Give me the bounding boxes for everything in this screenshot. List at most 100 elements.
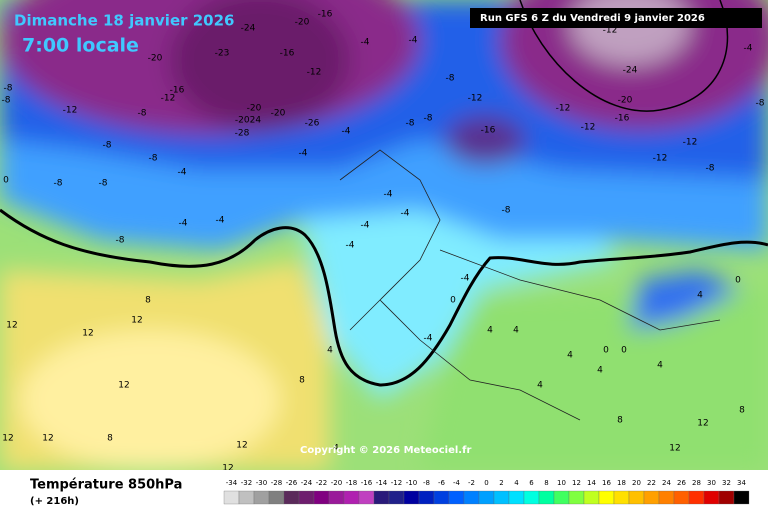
legend-label: -20	[331, 479, 342, 487]
isotherm-label: -8	[424, 114, 433, 124]
legend-swatch	[328, 490, 345, 505]
legend-swatch	[358, 490, 375, 505]
isotherm-label: 12	[131, 316, 142, 326]
isotherm-label: -12	[581, 123, 596, 133]
legend-label: -34	[226, 479, 238, 487]
isotherm-label: 8	[145, 296, 151, 306]
isotherm-label: -4	[361, 221, 370, 231]
temperature-field	[0, 0, 768, 470]
isotherm-label: -8	[116, 236, 125, 246]
legend-label: -4	[453, 479, 461, 487]
legend-label: 0	[484, 479, 488, 487]
isotherm-label: -24	[241, 24, 256, 34]
isotherm-label: -12	[603, 26, 618, 36]
isotherm-label: 4	[537, 381, 543, 391]
isotherm-label: -12	[556, 104, 571, 114]
isotherm-label: -8	[446, 74, 455, 84]
isotherm-label: -4	[409, 36, 418, 46]
isotherm-label: -4	[179, 219, 188, 229]
isotherm-label: -16	[615, 114, 630, 124]
legend-swatch	[643, 490, 660, 505]
isotherm-label: -4	[178, 168, 187, 178]
legend-swatch	[493, 490, 510, 505]
legend-swatch	[313, 490, 330, 505]
isotherm-label: -20	[148, 54, 163, 64]
legend-label: -26	[286, 479, 298, 487]
legend-swatch	[403, 490, 420, 505]
legend-label: -2	[468, 479, 475, 487]
legend-label: 18	[617, 479, 626, 487]
legend-swatch	[553, 490, 570, 505]
legend-label: -6	[438, 479, 446, 487]
legend-label: 34	[737, 479, 746, 487]
legend-label: 16	[602, 479, 611, 487]
isotherm-label: -20	[295, 18, 310, 28]
isotherm-label: 12	[6, 321, 17, 331]
legend-swatch	[688, 490, 705, 505]
legend-swatch	[418, 490, 435, 505]
isotherm-label: 4	[327, 346, 333, 356]
isotherm-label: 12	[118, 381, 129, 391]
isotherm-label: -20	[271, 109, 286, 119]
legend-swatch	[343, 490, 360, 505]
legend-label: 22	[647, 479, 656, 487]
isotherm-label: -8	[149, 154, 158, 164]
legend-swatch	[478, 490, 495, 505]
isotherm-label: -28	[235, 129, 250, 139]
legend-label: 8	[544, 479, 548, 487]
isotherm-label: 4	[513, 326, 519, 336]
isotherm-label: 12	[82, 329, 93, 339]
isotherm-label: -12	[161, 94, 176, 104]
legend-swatch	[373, 490, 390, 505]
legend-label: -18	[346, 479, 357, 487]
legend-label: -30	[256, 479, 267, 487]
legend-swatch	[613, 490, 630, 505]
legend-swatch	[448, 490, 465, 505]
legend-label: -28	[271, 479, 282, 487]
isotherm-label: 8	[739, 406, 745, 416]
legend-swatch	[658, 490, 675, 505]
isotherm-label: -4	[744, 44, 753, 54]
isotherm-label: -8	[54, 179, 63, 189]
legend-label: 2	[499, 479, 503, 487]
legend-label: 10	[557, 479, 566, 487]
isotherm-label: -12	[653, 154, 668, 164]
isotherm-label: -12	[307, 68, 322, 78]
isotherm-label: -4	[401, 209, 410, 219]
isotherm-label: -20	[247, 104, 262, 114]
legend-swatch	[463, 490, 480, 505]
isotherm-label: -8	[138, 109, 147, 119]
isotherm-label: -8	[756, 99, 765, 109]
isotherm-label: 4	[333, 444, 339, 454]
isotherm-label: -16	[170, 86, 185, 96]
isotherm-label: -8	[2, 96, 11, 106]
legend-label: 4	[514, 479, 519, 487]
isotherm-label: -26	[305, 119, 320, 129]
copyright: Copyright © 2026 Meteociel.fr	[300, 445, 471, 456]
isotherm-label: -20	[618, 96, 633, 106]
isotherm-label: -12	[683, 138, 698, 148]
run-box	[470, 8, 762, 28]
run-info: Run GFS 6 Z du Vendredi 9 janvier 2026	[480, 13, 705, 24]
isotherm-label: 12	[222, 464, 233, 474]
isotherm-label: 0	[450, 296, 456, 306]
legend-label: -32	[241, 479, 252, 487]
isotherm-label: 8	[107, 434, 113, 444]
isotherm-label: -8	[406, 119, 415, 129]
isotherm-label: -8	[502, 206, 511, 216]
forecast-date: Dimanche 18 janvier 2026	[14, 12, 235, 30]
legend-swatch	[568, 490, 585, 505]
legend-swatch	[223, 490, 240, 505]
legend-swatch	[283, 490, 300, 505]
legend-swatch	[253, 490, 270, 505]
isotherm-label: -12	[63, 106, 78, 116]
legend-label: 12	[572, 479, 581, 487]
isotherm-label: -8	[103, 141, 112, 151]
isotherm-label: -4	[461, 274, 470, 284]
legend-label: -16	[361, 479, 373, 487]
legend-label: -12	[391, 479, 402, 487]
isotherm-label: 4	[597, 366, 603, 376]
isotherm-label: 0	[603, 346, 609, 356]
isotherm-label: 12	[236, 441, 247, 451]
isotherm-label: 12	[2, 434, 13, 444]
